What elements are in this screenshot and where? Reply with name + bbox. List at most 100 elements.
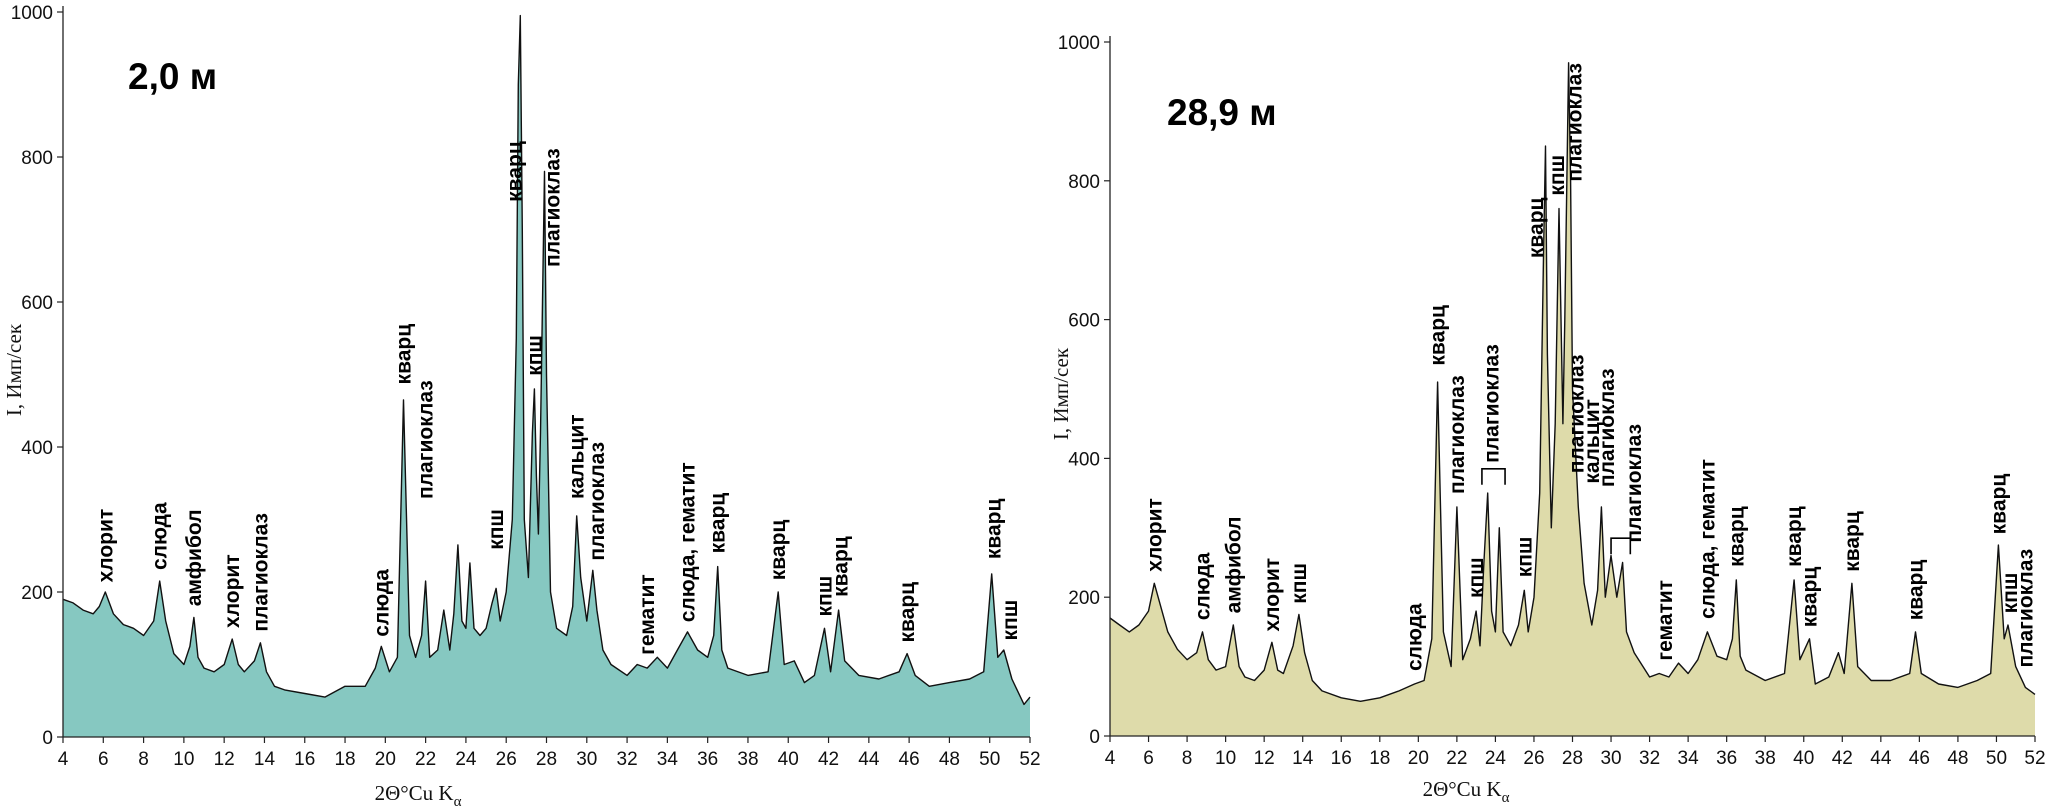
right-x-tick-label: 30 (1600, 748, 1621, 769)
left-peak-label: кпш (999, 600, 1022, 641)
right-x-tick-label: 12 (1254, 748, 1275, 769)
left-x-axis-title-main: 2Θ°Cu K (375, 781, 454, 805)
right-peak-label: слюда (1192, 552, 1215, 620)
left-x-tick-label: 22 (415, 749, 436, 770)
left-x-tick-label: 48 (939, 749, 960, 770)
right-x-tick-label: 46 (1909, 748, 1930, 769)
left-y-tick-label: 400 (21, 438, 53, 459)
right-x-tick-label: 26 (1523, 748, 1544, 769)
right-x-tick-label: 10 (1215, 748, 1236, 769)
left-x-tick-label: 34 (657, 749, 679, 770)
right-y-tick-label: 400 (1068, 449, 1100, 470)
left-peak-label: амфибол (183, 509, 206, 606)
right-x-tick-label: 20 (1408, 748, 1429, 769)
right-diffraction-line (1109, 62, 2036, 702)
right-peak-bracket (1481, 468, 1506, 485)
left-x-tick-label: 10 (173, 749, 194, 770)
left-x-tick-label: 42 (818, 749, 839, 770)
right-peak-label: хлорит (1143, 498, 1166, 572)
left-diffraction-line (62, 14, 1031, 706)
right-peak-label: кварц (1798, 567, 1821, 628)
left-peak-label: кварц (896, 582, 919, 643)
left-y-tick-label: 0 (42, 728, 53, 749)
left-peak-label: плагиоклаз (542, 148, 565, 267)
left-peak-label: кпш (485, 509, 508, 550)
left-x-axis-title-sub: α (454, 794, 462, 808)
right-peak-label: слюда, гематит (1696, 459, 1719, 619)
right-x-tick-label: 44 (1870, 748, 1892, 769)
left-x-tick-label: 12 (214, 749, 235, 770)
left-peak-label: хлорит (94, 509, 117, 583)
right-peak-label: плагиоклаз (2014, 549, 2037, 668)
left-y-tick-label: 200 (21, 583, 53, 604)
left-x-tick-label: 44 (858, 749, 880, 770)
left-peak-label: слюда, гематит (676, 462, 699, 622)
left-peak-label: кварц (393, 324, 416, 385)
left-peak-label: слюда (149, 502, 172, 570)
right-peak-label: кварц (1725, 506, 1748, 567)
right-peak-label: кварц (1841, 511, 1864, 572)
left-x-tick-label: 36 (697, 749, 718, 770)
right-y-tick-label: 600 (1068, 311, 1100, 332)
right-peak-label: кварц (1525, 197, 1548, 258)
left-y-tick-label: 1000 (11, 3, 53, 24)
right-peak-label: кварц (1905, 560, 1928, 621)
left-peak-label: плагиоклаз (586, 442, 609, 561)
right-y-axis-title: I, Имп/сек (1049, 347, 1073, 440)
right-x-tick-label: 18 (1369, 748, 1390, 769)
left-peak-label: кварц (707, 493, 730, 554)
left-x-tick-label: 16 (294, 749, 315, 770)
right-peak-label: хлорит (1261, 558, 1284, 632)
right-peak-label: гематит (1654, 580, 1677, 661)
left-x-tick-label: 18 (334, 749, 355, 770)
left-peak-label: плагиоклаз (415, 380, 438, 499)
right-x-tick-label: 6 (1143, 748, 1154, 769)
right-x-tick-label: 36 (1716, 748, 1737, 769)
right-peak-label: кальцит (1581, 399, 1604, 484)
left-x-tick-label: 46 (899, 749, 920, 770)
right-x-axis-title-sub: α (1502, 790, 1510, 806)
left-peak-label: кварц (767, 520, 790, 581)
right-peak-bracket (1610, 537, 1632, 555)
right-peak-label: кпш (1513, 537, 1536, 578)
right-peak-label: плагиоклаз (1481, 344, 1504, 463)
right-peak-label: плагиоклаз (1446, 375, 1469, 494)
left-x-tick-label: 6 (98, 749, 109, 770)
right-x-tick-label: 34 (1678, 748, 1700, 769)
right-y-tick-label: 800 (1068, 172, 1100, 193)
right-peak-label: плагиоклаз (1623, 424, 1646, 543)
right-x-tick-label: 42 (1832, 748, 1853, 769)
right-x-tick-label: 8 (1182, 748, 1193, 769)
right-x-tick-label: 32 (1639, 748, 1660, 769)
right-x-tick-label: 40 (1793, 748, 1814, 769)
left-peak-label: кальцит (566, 414, 589, 499)
left-x-tick-label: 32 (617, 749, 638, 770)
right-peak-label: кпш (1465, 557, 1488, 598)
right-peak-label: кварц (1987, 474, 2010, 535)
left-y-tick-label: 800 (21, 148, 53, 169)
left-x-tick-label: 24 (455, 749, 477, 770)
right-peak-label: плагиоклаз (1563, 63, 1586, 182)
left-x-tick-label: 52 (1019, 749, 1040, 770)
right-x-tick-label: 48 (1947, 748, 1968, 769)
left-peak-label: кварц (830, 536, 853, 597)
left-peak-label: гематит (636, 574, 659, 655)
left-panel-title: 2,0 м (128, 56, 217, 97)
right-y-tick-label: 1000 (1058, 33, 1100, 54)
left-x-tick-label: 26 (496, 749, 517, 770)
right-peak-label: кварц (1783, 506, 1806, 567)
right-y-tick-label: 200 (1068, 588, 1100, 609)
left-x-tick-label: 20 (375, 749, 396, 770)
left-x-tick-label: 28 (536, 749, 557, 770)
right-peak-label: кварц (1427, 305, 1450, 366)
right-peak-label: плагиоклаз (1565, 355, 1588, 474)
right-x-tick-label: 50 (1986, 748, 2007, 769)
left-peak-label: кпш (813, 576, 836, 617)
left-peak-label: плагиоклаз (249, 513, 272, 632)
right-x-tick-label: 52 (2024, 748, 2045, 769)
